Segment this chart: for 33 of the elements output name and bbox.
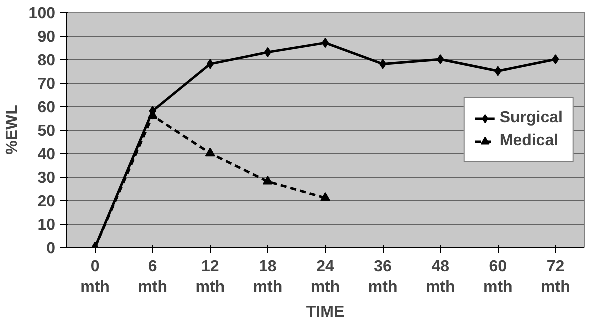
x-tick-label: 72 mth — [541, 258, 570, 296]
point — [205, 148, 216, 157]
point — [320, 192, 330, 202]
y-tick-label: 0 — [46, 240, 56, 258]
point — [437, 54, 444, 64]
point — [262, 176, 273, 185]
x-tick-label: 0 mth — [80, 258, 110, 296]
point — [206, 59, 214, 70]
x-tick-label: 48 mth — [426, 258, 456, 296]
y-tick-label: 40 — [38, 146, 56, 164]
x-tick-label: 6 mth — [138, 258, 168, 296]
y-axis-title: %EWL — [4, 104, 21, 155]
y-tick-label: 90 — [38, 29, 56, 46]
y-tick-label: 10 — [38, 217, 56, 234]
point — [380, 59, 387, 70]
x-tick-label: 60 mth — [484, 258, 513, 296]
x-tick-label: 36 mth — [368, 258, 398, 296]
y-tick-label: 70 — [38, 76, 56, 93]
x-tick-label: 24 mth — [310, 258, 340, 296]
y-tick-label: 50 — [38, 123, 56, 140]
x-tick-label: 18 mth — [253, 258, 283, 296]
x-axis-title: TIME — [306, 304, 345, 321]
y-tick-label: 30 — [38, 170, 56, 187]
point — [494, 66, 502, 76]
point — [264, 47, 272, 58]
x-tick-label: 12 mth — [196, 258, 226, 296]
y-tick-label: 20 — [38, 194, 56, 210]
y-tick-label: 60 — [38, 100, 56, 116]
y-tick-label: 100 — [28, 6, 56, 22]
y-tick-label: 80 — [38, 52, 56, 70]
legend-label: Surgical — [500, 109, 563, 127]
point — [552, 54, 560, 64]
legend-label: Medical — [500, 132, 559, 150]
